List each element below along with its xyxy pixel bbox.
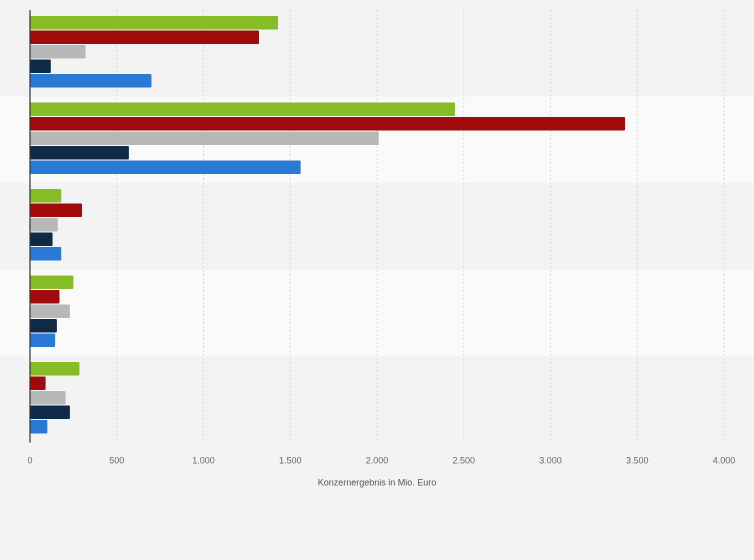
x-tick-label: 3.000 — [539, 456, 562, 466]
x-tick-label: 4.000 — [713, 456, 736, 466]
bar — [30, 290, 60, 304]
bar — [30, 74, 152, 88]
grid-lines — [116, 10, 725, 443]
bar — [30, 146, 129, 160]
x-tick-label: 1.500 — [279, 456, 302, 466]
bar — [30, 376, 46, 390]
bar — [30, 333, 56, 347]
bar — [30, 131, 379, 145]
x-tick-label: 2.000 — [366, 456, 389, 466]
bar — [30, 319, 57, 333]
x-tick-label: 3.500 — [626, 456, 649, 466]
bar — [30, 247, 62, 261]
bar — [30, 30, 260, 44]
bar — [30, 59, 51, 73]
bar — [30, 304, 70, 318]
x-tick-label: 0 — [27, 456, 32, 466]
bar — [30, 405, 70, 419]
bar — [30, 160, 301, 174]
bar — [30, 102, 456, 116]
x-tick-label: 2.500 — [452, 456, 475, 466]
x-tick-label: 500 — [109, 456, 124, 466]
bar — [30, 218, 58, 232]
x-axis-title: Konzernergebnis in Mio. Euro — [318, 478, 437, 488]
bar — [30, 391, 66, 405]
bar — [30, 45, 86, 59]
bar — [30, 16, 279, 30]
bar — [30, 117, 626, 131]
bar — [30, 203, 83, 217]
bar — [30, 362, 80, 376]
bar — [30, 232, 53, 246]
bar — [30, 189, 62, 203]
bar — [30, 275, 74, 289]
x-tick-label: 1.000 — [192, 456, 215, 466]
bar — [30, 420, 48, 434]
x-tick-labels: 0 500 1.000 1.500 2.000 2.500 3.000 3.500 4.000 — [27, 456, 735, 466]
bars — [30, 16, 626, 434]
